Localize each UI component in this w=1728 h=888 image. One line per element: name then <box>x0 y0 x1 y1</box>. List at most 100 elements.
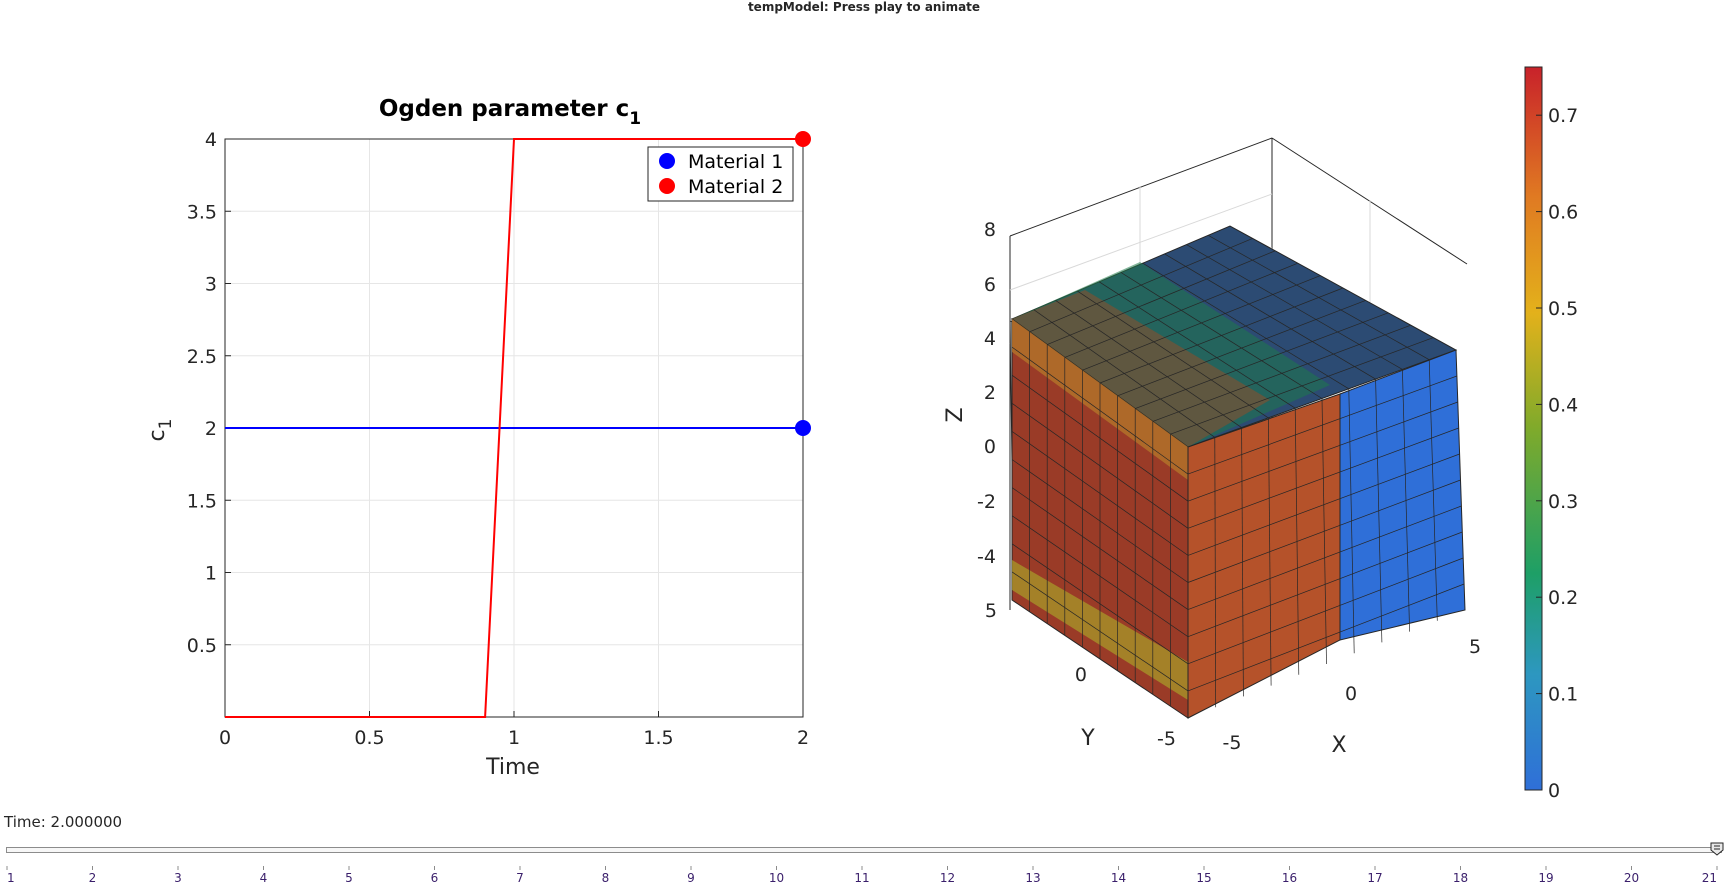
slider-tick-label: 16 <box>1282 871 1297 885</box>
mesh-line-right <box>1187 557 1464 665</box>
x-tick-label: 2 <box>797 727 809 749</box>
mesh-line-left <box>1011 374 1189 502</box>
x-tick-label: 1 <box>508 727 520 749</box>
z-tick-label: 4 <box>984 328 996 350</box>
slider-tick-labels: 1 2 3 4 5 6 7 8 9 10 11 12 13 14 15 16 17 18 19 20 21 <box>6 866 1718 885</box>
plot-title-subscript: 1 <box>629 109 641 129</box>
colorbar-tick-label: 0.4 <box>1548 394 1578 416</box>
y-tick-label: 2 <box>205 418 217 440</box>
mesh-line-left <box>1011 459 1189 583</box>
slider-tick-label: 3 <box>174 871 182 885</box>
colorbar-tick-label: 0.6 <box>1548 202 1578 224</box>
mesh-line-top <box>1055 300 1242 428</box>
y-tick-label-3d: 0 <box>1075 664 1087 686</box>
y-axis-ticks: 0.5 1 1.5 2 2.5 3 3.5 4 <box>187 129 231 657</box>
colorbar-tick-label: 0.1 <box>1548 684 1578 706</box>
mesh-line-top <box>1208 234 1430 361</box>
mesh-line-right <box>1187 401 1458 502</box>
slider-tick-label: 20 <box>1624 871 1639 885</box>
y-tick-label: 1.5 <box>187 490 217 512</box>
mesh-line-right <box>1187 531 1463 638</box>
colorbar-tick-label: 0 <box>1548 780 1560 802</box>
series-line-material-2 <box>225 138 803 718</box>
y-tick-label: 3 <box>205 274 217 296</box>
legend-label-material-2: Material 2 <box>688 176 783 198</box>
model-face-top-hot <box>1012 290 1270 447</box>
mesh-line-top <box>1033 309 1216 438</box>
mesh-line-top <box>1142 262 1349 390</box>
mesh-line-top <box>1099 281 1296 409</box>
mesh-line-right <box>1187 583 1465 692</box>
mesh-line-left <box>1011 403 1189 529</box>
z-tick-label: 6 <box>984 274 996 296</box>
time-readout: Time: 2.000000 <box>4 813 123 831</box>
slider-tick-label: 5 <box>345 871 353 885</box>
plot-series <box>225 131 811 718</box>
mesh-line-top <box>1186 244 1403 370</box>
window-title: tempModel: Press play to animate <box>747 0 981 14</box>
slider-tick-label: 17 <box>1367 871 1382 885</box>
mesh-line-top <box>1120 272 1323 399</box>
slider-tick-label: 9 <box>687 871 695 885</box>
mesh-line-left <box>1011 487 1189 610</box>
slider-tick-label: 2 <box>89 871 97 885</box>
series-marker-material-1 <box>795 420 811 436</box>
slider-tick-label: 18 <box>1453 871 1468 885</box>
line-plot: 0 0.5 1 1.5 2 0.5 1 1.5 2 2.5 3 3.5 4 Ogden paramet… <box>145 96 811 780</box>
slider-tick-label: 14 <box>1111 871 1126 885</box>
slider-tick-label: 21 <box>1702 871 1717 885</box>
mesh-line-right <box>1187 375 1458 475</box>
z-tick-label: -2 <box>977 491 996 513</box>
mesh-line-right <box>1187 505 1462 610</box>
slider-tick-label: 11 <box>854 871 869 885</box>
x-tick-label: 0.5 <box>354 727 384 749</box>
mesh-line-left <box>1011 515 1189 637</box>
x-tick-label: 0 <box>219 727 231 749</box>
z-tick-label: 2 <box>984 382 996 404</box>
y-tick-label: 4 <box>205 129 217 151</box>
model-3d-view: 8 6 4 2 0 -2 -4 5 0 -5 -5 0 5 Z Y X <box>943 137 1482 758</box>
x-axis-ticks-3d: -5 0 5 <box>1223 636 1482 754</box>
mesh-line-left <box>1011 571 1189 692</box>
y-axis-label: c1 <box>145 419 176 442</box>
model-mesh-lines <box>1011 234 1465 708</box>
z-tick-label: 0 <box>984 436 996 458</box>
x-tick-label: 1.5 <box>643 727 673 749</box>
y-axis-label-subscript: 1 <box>156 419 176 430</box>
model-face-right-cold <box>1339 349 1466 641</box>
y-tick-label-3d: -5 <box>1157 728 1176 750</box>
mesh-line-top <box>1164 253 1376 380</box>
slider-tick-label: 15 <box>1196 871 1211 885</box>
legend-marker-material-1 <box>659 153 675 169</box>
y-tick-label: 3.5 <box>187 201 217 223</box>
z-axis-ticks: 8 6 4 2 0 -2 -4 <box>977 219 996 568</box>
mesh-line-top <box>1077 290 1269 419</box>
slider-tick-label: 1 <box>7 871 15 885</box>
legend-label-material-1: Material 1 <box>688 151 783 173</box>
colorbar: 0.7 0.6 0.5 0.4 0.3 0.2 0.1 0 <box>1524 66 1578 802</box>
mesh-line-right <box>1187 427 1459 529</box>
y-axis-label-3d: Y <box>1080 726 1095 751</box>
x-axis-label-3d: X <box>1331 733 1346 758</box>
model-face-right-hot <box>1187 393 1341 719</box>
mesh-line-right <box>1187 479 1461 583</box>
z-axis-label-3d: Z <box>943 407 968 422</box>
time-slider-thumb[interactable] <box>1710 842 1724 856</box>
x-axis-label: Time <box>485 755 540 780</box>
y-axis-ticks-3d: 5 0 -5 <box>985 600 1176 750</box>
time-slider-track[interactable] <box>6 847 1722 853</box>
colorbar-tick-label: 0.3 <box>1548 491 1578 513</box>
mesh-line-left <box>1011 431 1189 556</box>
y-tick-label-3d: 5 <box>985 600 997 622</box>
slider-tick-label: 8 <box>602 871 610 885</box>
y-tick-label: 1 <box>205 563 217 585</box>
mesh-line-left <box>1011 346 1189 475</box>
z-tick-label: -4 <box>977 546 996 568</box>
plot-title: Ogden parameter c1 <box>379 96 641 129</box>
y-tick-label: 0.5 <box>187 635 217 657</box>
z-tick-label: 8 <box>984 219 996 241</box>
colorbar-tick-label: 0.7 <box>1548 105 1578 127</box>
series-marker-material-2 <box>795 131 811 147</box>
colorbar-tick-label: 0.5 <box>1548 298 1578 320</box>
